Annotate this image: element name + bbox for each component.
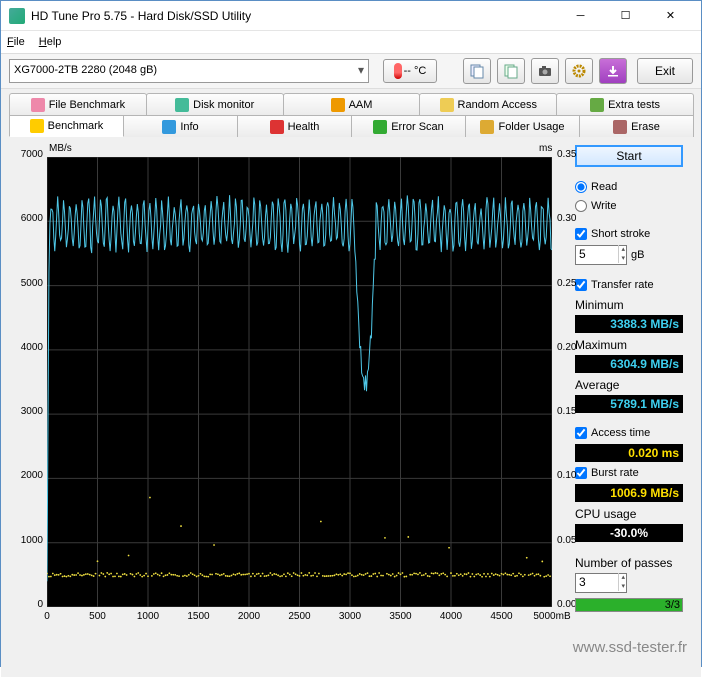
write-label: Write [591,200,616,212]
y-axis-ticks: 01000200030004000500060007000 [13,155,45,605]
maximum-label: Maximum [575,338,683,352]
tab-health[interactable]: Health [237,115,352,137]
tab-label: AAM [349,99,373,111]
progress-bar: 3/3 [575,598,683,612]
top-icon [31,98,45,112]
bottom-icon [162,120,176,134]
tab-error-scan[interactable]: Error Scan [351,115,466,137]
tab-extra-tests[interactable]: Extra tests [556,93,694,115]
transfer-rate-label: Transfer rate [591,279,654,291]
maximum-value: 6304.9 MB/s [575,355,683,373]
tab-label: Extra tests [608,99,660,111]
drive-select[interactable]: XG7000-2TB 2280 (2048 gB) [9,59,369,83]
bottom-icon [270,120,284,134]
temperature-indicator: -- °C [383,59,437,83]
temperature-value: -- °C [404,65,427,77]
tab-label: Folder Usage [498,121,564,133]
minimize-button[interactable]: ─ [558,1,603,30]
average-label: Average [575,378,683,392]
watermark: www.ssd-tester.fr [573,639,687,656]
cpu-usage-label: CPU usage [575,507,683,521]
tab-label: Health [288,121,320,133]
window-title: HD Tune Pro 5.75 - Hard Disk/SSD Utility [31,9,558,23]
close-button[interactable]: ✕ [648,1,693,30]
short-stroke-unit: gB [631,249,644,261]
thermometer-icon [394,63,402,79]
access-time-value: 0.020 ms [575,444,683,462]
tab-label: Erase [631,121,660,133]
tab-random-access[interactable]: Random Access [419,93,557,115]
bottom-icon [480,120,494,134]
y2-axis-label: ms [539,143,552,154]
menu-help[interactable]: Help [39,36,62,48]
tab-label: Info [180,121,198,133]
x-axis-ticks: 0500100015002000250030003500400045005000… [47,611,552,625]
transfer-rate-check[interactable]: Transfer rate [575,277,683,293]
bottom-icon [613,120,627,134]
top-icon [175,98,189,112]
access-time-check[interactable]: Access time [575,425,683,441]
minimum-label: Minimum [575,298,683,312]
read-label: Read [591,181,617,193]
tab-erase[interactable]: Erase [579,115,694,137]
menu-file[interactable]: File [7,36,25,48]
top-icon [590,98,604,112]
drive-select-value: XG7000-2TB 2280 (2048 gB) [14,64,157,76]
copy-screenshot-button[interactable] [497,58,525,84]
burst-rate-check[interactable]: Burst rate [575,465,683,481]
short-stroke-input[interactable]: 5 [575,245,627,265]
tab-benchmark[interactable]: Benchmark [9,115,124,137]
tab-label: File Benchmark [49,99,125,111]
app-icon [9,8,25,24]
tab-label: Benchmark [48,120,104,132]
tab-label: Random Access [458,99,537,111]
tab-info[interactable]: Info [123,115,238,137]
start-button[interactable]: Start [575,145,683,167]
read-radio[interactable]: Read [575,179,683,195]
tab-label: Disk monitor [193,99,254,111]
tab-disk-monitor[interactable]: Disk monitor [146,93,284,115]
burst-rate-label: Burst rate [591,467,639,479]
write-radio[interactable]: Write [575,198,683,214]
short-stroke-label: Short stroke [591,228,650,240]
burst-rate-value: 1006.9 MB/s [575,484,683,502]
save-button[interactable] [599,58,627,84]
exit-button[interactable]: Exit [637,58,693,84]
average-value: 5789.1 MB/s [575,395,683,413]
tab-folder-usage[interactable]: Folder Usage [465,115,580,137]
screenshot-button[interactable] [531,58,559,84]
passes-done: 3/3 [665,599,680,611]
y-axis-label: MB/s [49,143,72,154]
cpu-usage-value: -30.0% [575,524,683,542]
y2-axis-ticks: 0.000.050.100.150.200.250.300.35 [555,155,585,605]
tab-aam[interactable]: AAM [283,93,421,115]
bottom-icon [30,119,44,133]
passes-input[interactable]: 3 [575,573,627,593]
maximize-button[interactable]: ☐ [603,1,648,30]
bottom-icon [373,120,387,134]
settings-button[interactable] [565,58,593,84]
tab-file-benchmark[interactable]: File Benchmark [9,93,147,115]
benchmark-chart [47,157,552,607]
minimum-value: 3388.3 MB/s [575,315,683,333]
top-icon [331,98,345,112]
copy-info-button[interactable] [463,58,491,84]
short-stroke-check[interactable]: Short stroke [575,226,683,242]
passes-label: Number of passes [575,556,683,570]
tab-label: Error Scan [391,121,444,133]
access-time-label: Access time [591,427,650,439]
top-icon [440,98,454,112]
